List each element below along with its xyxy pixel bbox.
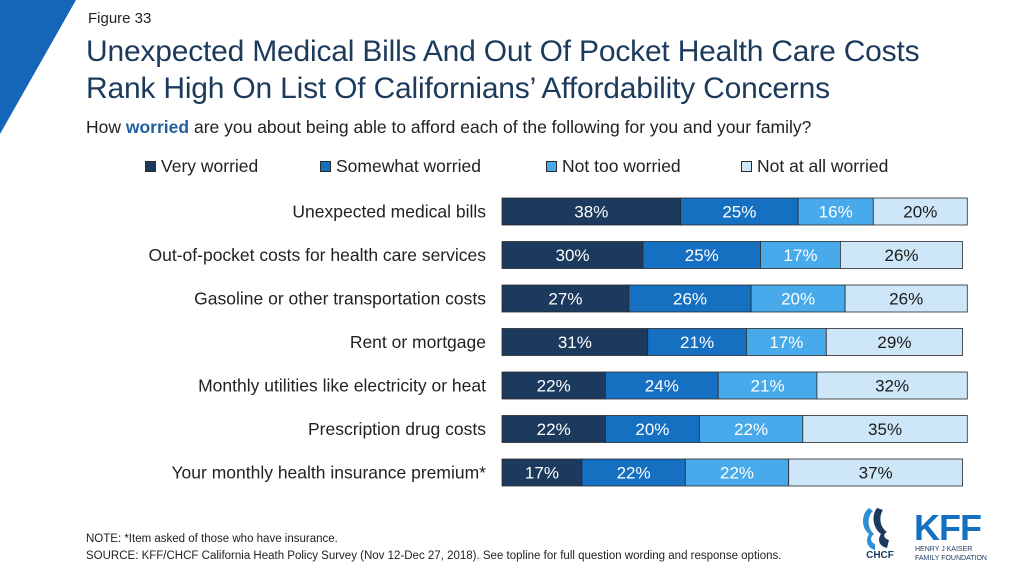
figure-label: Figure 33 xyxy=(88,10,152,27)
chart-subtitle: How worried are you about being able to … xyxy=(86,117,811,138)
data-label: 27% xyxy=(548,290,582,309)
bar-segment xyxy=(642,241,761,269)
notes: NOTE: *Item asked of those who have insu… xyxy=(86,531,781,565)
data-label: 16% xyxy=(819,203,853,222)
corner-accent xyxy=(0,0,76,134)
subtitle-after: are you about being able to afford each … xyxy=(189,117,812,137)
data-label: 25% xyxy=(722,203,756,222)
data-label: 21% xyxy=(751,377,785,396)
category-label: Out-of-pocket costs for health care serv… xyxy=(149,245,487,265)
legend-item-1: Very worried xyxy=(145,156,258,177)
data-label: 29% xyxy=(877,333,911,352)
bar-segment xyxy=(647,328,747,356)
data-label: 20% xyxy=(781,290,815,309)
source-text: SOURCE: KFF/CHCF California Heath Policy… xyxy=(86,550,782,562)
bar-segment xyxy=(872,197,968,226)
bar-segment xyxy=(844,284,968,313)
legend-item-2: Somewhat worried xyxy=(320,156,481,177)
chart-title: Unexpected Medical Bills And Out Of Pock… xyxy=(86,33,1006,107)
chart-title-line-1: Unexpected Medical Bills And Out Of Pock… xyxy=(86,35,920,68)
bar-segment xyxy=(840,241,964,269)
legend-swatch xyxy=(320,161,331,172)
bar-segment xyxy=(501,371,606,400)
data-label: 31% xyxy=(558,333,592,352)
category-label: Your monthly health insurance premium* xyxy=(171,463,486,483)
data-label: 35% xyxy=(868,420,902,439)
bar-segment xyxy=(501,415,606,443)
bar-segment xyxy=(628,284,752,313)
category-label: Prescription drug costs xyxy=(308,419,486,439)
data-label: 17% xyxy=(525,464,559,483)
legend-item-4: Not at all worried xyxy=(741,156,888,177)
legend-swatch xyxy=(741,161,752,172)
data-label: 22% xyxy=(537,377,571,396)
bar-segment xyxy=(760,241,841,269)
legend-label: Not too worried xyxy=(562,156,681,176)
stacked-bar-chart: Unexpected medical bills 38% 25% 16% 20% Out-… xyxy=(149,197,968,487)
data-label: 22% xyxy=(734,420,768,439)
bar-segment xyxy=(802,415,968,443)
data-label: 30% xyxy=(555,246,589,265)
bar-segment xyxy=(501,328,649,356)
bar-segment xyxy=(684,458,790,487)
chart-title-line-2: Rank High On List Of Californians’ Affor… xyxy=(86,72,830,105)
data-label: 26% xyxy=(889,290,923,309)
data-label: 22% xyxy=(537,420,571,439)
subtitle-emphasis: worried xyxy=(125,117,190,137)
chart-legend: Very worried Somewhat worried Not too worr… xyxy=(0,156,1024,178)
kff-logo-sub2: FAMILY FOUNDATION xyxy=(915,555,987,562)
data-label: 24% xyxy=(645,377,679,396)
note-text: NOTE: *Item asked of those who have insu… xyxy=(86,533,338,545)
legend-item-3: Not too worried xyxy=(546,156,681,177)
bar-segment xyxy=(825,328,963,356)
bar-segment xyxy=(717,371,818,400)
legend-label: Not at all worried xyxy=(757,156,889,176)
bar-segment xyxy=(605,415,700,443)
bar-segment xyxy=(699,415,804,443)
data-label: 26% xyxy=(884,246,918,265)
chcf-logo-text: CHCF xyxy=(866,550,894,560)
bar-segment xyxy=(501,458,583,487)
subtitle-before: How xyxy=(86,117,126,137)
data-label: 37% xyxy=(859,464,893,483)
bar-segment xyxy=(816,371,968,400)
bar-segment xyxy=(605,371,719,400)
data-label: 21% xyxy=(680,333,714,352)
bar-segment xyxy=(501,284,630,313)
bar-segment xyxy=(501,197,682,226)
kff-logo-sub1: HENRY J KAISER xyxy=(915,546,972,553)
bar-segment xyxy=(797,197,874,226)
kff-logo-text: KFF xyxy=(914,508,981,548)
bar-segment xyxy=(501,241,644,269)
legend-label: Somewhat worried xyxy=(336,156,481,176)
legend-swatch xyxy=(546,161,557,172)
category-label: Monthly utilities like electricity or he… xyxy=(198,376,486,396)
data-label: 17% xyxy=(783,246,817,265)
category-label: Gasoline or other transportation costs xyxy=(194,289,486,309)
bar-segment xyxy=(788,458,964,487)
data-label: 22% xyxy=(617,464,651,483)
chcf-logo: CHCF xyxy=(863,508,894,560)
kff-logo: KFF HENRY J KAISER FAMILY FOUNDATION xyxy=(914,508,987,562)
data-label: 26% xyxy=(673,290,707,309)
data-label: 20% xyxy=(903,203,937,222)
category-label: Rent or mortgage xyxy=(350,332,486,352)
data-label: 25% xyxy=(685,246,719,265)
legend-swatch xyxy=(145,161,156,172)
bar-segment xyxy=(680,197,799,226)
category-label: Unexpected medical bills xyxy=(292,202,486,222)
data-label: 22% xyxy=(720,464,754,483)
data-label: 17% xyxy=(769,333,803,352)
data-label: 20% xyxy=(635,420,669,439)
data-label: 38% xyxy=(574,203,608,222)
data-label: 32% xyxy=(875,377,909,396)
legend-label: Very worried xyxy=(161,156,259,176)
